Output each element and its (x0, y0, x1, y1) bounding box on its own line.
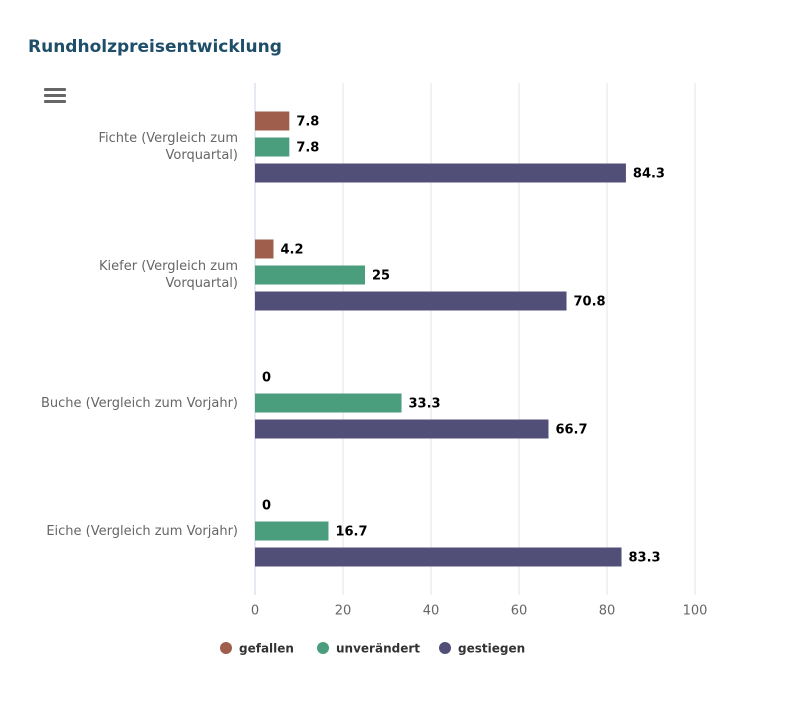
chart-title: Rundholzpreisentwicklung (28, 37, 282, 57)
x-tick-label: 20 (335, 604, 352, 619)
bar (255, 111, 290, 131)
x-tick-label: 40 (423, 604, 440, 619)
legend-item[interactable]: gefallen (220, 642, 294, 656)
legend-label: unverändert (336, 642, 420, 656)
category-label: Kiefer (Vergleich zum Vorquartal) (99, 259, 238, 291)
data-label: 7.8 (296, 141, 319, 156)
legend-label: gestiegen (458, 642, 525, 656)
menu-button[interactable] (44, 88, 66, 103)
bar (255, 163, 626, 183)
x-tick-label: 60 (511, 604, 528, 619)
data-label: 25 (372, 269, 390, 284)
bar (255, 291, 567, 311)
legend-marker (317, 642, 329, 654)
data-label: 70.8 (574, 295, 606, 310)
data-label: 7.8 (296, 115, 319, 130)
menu-bar (44, 88, 66, 91)
x-tick-label: 80 (599, 604, 616, 619)
bar (255, 265, 365, 285)
x-tick-label: 0 (251, 604, 259, 619)
legend-label: gefallen (239, 642, 294, 656)
data-label: 16.7 (335, 525, 367, 540)
bar (255, 547, 622, 567)
bar (255, 137, 290, 157)
data-label: 33.3 (409, 397, 441, 412)
data-label: 66.7 (555, 423, 587, 438)
x-tick-label: 100 (683, 604, 708, 619)
legend-marker (439, 642, 451, 654)
bar (255, 521, 329, 541)
bar (255, 419, 549, 439)
legend-marker (220, 642, 232, 654)
data-label: 4.2 (280, 243, 303, 258)
category-label: Eiche (Vergleich zum Vorjahr) (46, 523, 238, 539)
menu-bar (44, 100, 66, 103)
data-label: 0 (262, 499, 271, 514)
data-label: 83.3 (629, 551, 661, 566)
category-label: Buche (Vergleich zum Vorjahr) (40, 395, 238, 411)
menu-bar (44, 94, 66, 97)
data-label: 0 (262, 371, 271, 386)
data-label: 84.3 (633, 167, 665, 182)
bar (255, 393, 402, 413)
legend-item[interactable]: gestiegen (439, 642, 525, 656)
category-label: Fichte (Vergleich zum Vorquartal) (98, 131, 238, 163)
bar (255, 239, 274, 259)
legend-item[interactable]: unverändert (317, 642, 420, 656)
